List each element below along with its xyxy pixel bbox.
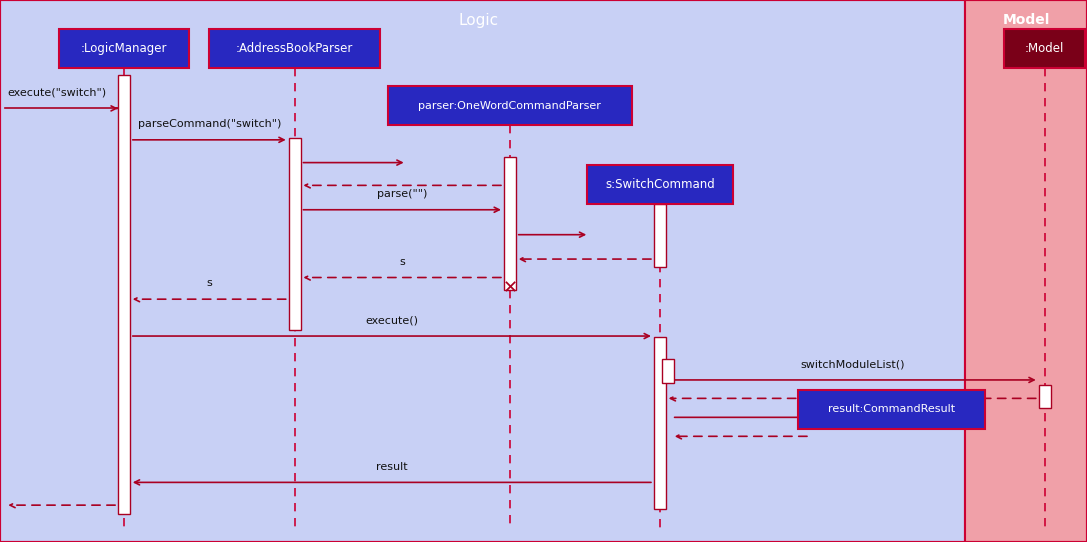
Text: ✕: ✕ — [502, 279, 517, 298]
Bar — [388, 86, 632, 125]
Text: result:CommandResult: result:CommandResult — [828, 404, 954, 414]
Text: :LogicManager: :LogicManager — [80, 42, 167, 55]
Bar — [59, 29, 189, 68]
Bar — [117, 75, 130, 514]
Text: parse(""): parse("") — [377, 189, 427, 199]
Bar — [503, 157, 515, 290]
Text: switchModuleList(): switchModuleList() — [800, 359, 904, 369]
Text: execute("switch"): execute("switch") — [8, 88, 107, 98]
Text: :Model: :Model — [1025, 42, 1064, 55]
Bar — [209, 29, 380, 68]
Text: execute(): execute() — [365, 315, 418, 325]
Text: s: s — [399, 257, 405, 267]
Text: Logic: Logic — [459, 12, 498, 28]
Text: s: s — [207, 279, 212, 288]
Text: parseCommand("switch"): parseCommand("switch") — [138, 119, 280, 129]
Bar — [654, 204, 665, 267]
Text: Model: Model — [1002, 13, 1050, 27]
Bar — [289, 138, 300, 330]
Bar — [1004, 29, 1085, 68]
Bar — [662, 359, 674, 383]
Bar — [587, 165, 733, 204]
Text: result: result — [376, 462, 408, 472]
Text: s:SwitchCommand: s:SwitchCommand — [605, 178, 714, 191]
Bar — [965, 0, 1087, 542]
Bar — [654, 337, 665, 509]
Text: :AddressBookParser: :AddressBookParser — [236, 42, 353, 55]
Bar — [798, 390, 985, 429]
Bar — [0, 0, 965, 542]
Bar — [1039, 385, 1051, 408]
Text: parser:OneWordCommandParser: parser:OneWordCommandParser — [418, 101, 601, 111]
